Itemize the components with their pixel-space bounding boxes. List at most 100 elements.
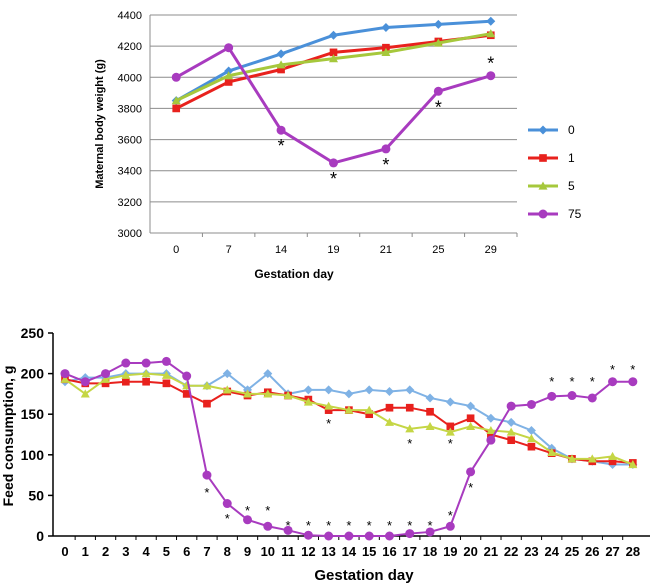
chart2-significance-star: * (407, 518, 412, 533)
chart2-point-5 (60, 374, 70, 383)
chart2-point-5 (161, 370, 171, 379)
chart2-point-5 (263, 389, 273, 398)
chart2-point-1 (101, 379, 110, 388)
chart2-x-tick-label: 28 (626, 544, 640, 559)
chart2-point-75 (526, 399, 536, 409)
chart2-significance-star: * (407, 436, 412, 451)
chart1-series-1 (172, 31, 495, 113)
chart2-point-1 (203, 399, 211, 408)
chart2-point-0 (425, 393, 435, 403)
chart1-legend-label: 5 (568, 179, 575, 193)
chart1-y-tick-label: 3800 (118, 103, 142, 115)
chart1-legend-marker (538, 181, 548, 190)
chart1-point-5 (224, 71, 234, 80)
chart2-point-0 (263, 369, 273, 379)
chart1-y-tick-label: 3200 (118, 197, 142, 209)
chart1-axes (149, 15, 518, 237)
chart2-x-tick-labels: 0 1 2 3 4 5 6 7 8 9 10 11 12 13 14 15 16 17 18 19 20 21 22 23 24… (61, 544, 640, 559)
chart2-point-5 (283, 391, 293, 400)
chart2-point-75 (384, 531, 394, 541)
chart2-point-5 (466, 421, 476, 430)
chart2-y-tick-label: 200 (21, 366, 45, 382)
chart1-x-tick-label: 14 (275, 244, 287, 256)
chart1-point-1 (224, 78, 233, 86)
chart2-point-75 (263, 521, 273, 531)
chart1-annotations: * * * * * (278, 54, 495, 189)
chart1-point-0 (486, 16, 496, 26)
chart1-point-5 (329, 54, 338, 63)
chart2-point-5 (303, 397, 313, 406)
chart2-y-tick-label: 250 (21, 325, 45, 341)
chart2-significance-star: * (387, 518, 392, 533)
chart2-point-75 (466, 467, 476, 477)
chart2-y-tick-label: 150 (21, 406, 45, 422)
chart2-x-tick-label: 8 (224, 544, 231, 559)
chart2-point-0 (526, 425, 536, 435)
chart2-point-5 (547, 447, 557, 456)
chart2-point-75 (324, 531, 334, 541)
chart2-point-5 (628, 460, 638, 469)
chart2-point-5 (567, 454, 577, 463)
chart2-point-75 (628, 377, 638, 387)
chart2-point-1 (142, 377, 150, 386)
chart1-y-tick-label: 3400 (118, 166, 142, 178)
chart1-x-tick-label: 0 (173, 244, 179, 256)
chart2-significance-star: * (468, 480, 473, 495)
chart1-y-tick-label: 4200 (118, 41, 142, 53)
chart2-point-5 (405, 424, 415, 433)
chart1-point-1 (382, 43, 390, 52)
chart2-point-5 (608, 451, 618, 461)
chart1-y-tick-label: 4400 (118, 10, 142, 22)
chart2-point-1 (487, 430, 495, 439)
chart2-y-tick-label: 0 (36, 528, 44, 544)
chart2-point-1 (324, 406, 333, 414)
chart1-line-75 (175, 45, 492, 165)
chart2-x-tick-label: 26 (585, 544, 599, 559)
chart2-point-75 (303, 530, 313, 540)
chart1-series (171, 16, 496, 168)
chart2-y-tick-labels: 0 50 100 150 200 250 (21, 325, 45, 544)
chart1-y-tick-label: 4000 (118, 72, 142, 84)
chart1-point-0 (433, 19, 443, 29)
chart1-legend-marker (538, 209, 548, 219)
chart2-x-tick-label: 14 (342, 544, 357, 559)
chart2-point-5 (80, 389, 90, 398)
chart1-legend-label: 0 (568, 123, 575, 137)
chart1-point-75 (381, 144, 391, 154)
chart2-x-tick-label: 13 (321, 544, 335, 559)
chart1-significance-star: * (382, 155, 389, 175)
chart1-legend-marker (538, 125, 548, 135)
chart2-x-tick-label: 19 (443, 544, 457, 559)
chart2-point-75 (80, 377, 90, 387)
chart2-point-5 (141, 369, 151, 378)
chart2-significance-star: * (204, 485, 209, 500)
chart2-x-tick-label: 23 (524, 544, 538, 559)
chart2-x-tick-label: 11 (281, 544, 295, 559)
chart1-x-tick-label: 7 (226, 244, 232, 256)
chart1-point-75 (329, 158, 338, 168)
chart1-significance-star: * (487, 54, 494, 74)
chart1-y-tick-labels: 3000 3200 3400 3600 3800 4000 4200 4400 (118, 10, 142, 240)
chart2-point-75 (587, 393, 597, 403)
chart2-point-75 (182, 371, 192, 381)
chart2-point-5 (344, 405, 354, 414)
chart2-significance-star: * (326, 518, 331, 533)
chart2-point-1 (466, 414, 475, 423)
chart1-x-axis-title: Gestation day (254, 267, 334, 281)
chart2-x-tick-label: 9 (244, 544, 251, 559)
chart2-point-75 (101, 369, 111, 379)
chart2-point-75 (141, 358, 151, 368)
chart2-point-1 (426, 407, 434, 416)
chart1-point-5 (276, 60, 286, 69)
chart1-x-tick-label: 25 (432, 244, 444, 256)
chart1-x-tick-label: 19 (327, 244, 339, 256)
chart2-point-0 (303, 385, 313, 395)
chart2-point-1 (365, 410, 374, 419)
chart2-annotations: * * * * * * * * * * * * * * * * * * * * * * (204, 362, 635, 533)
chart2-significance-star: * (265, 503, 270, 518)
chart2-significance-star: * (448, 436, 453, 451)
chart2-x-tick-label: 24 (544, 544, 559, 559)
chart2-x-tick-label: 27 (605, 544, 619, 559)
chart1-y-axis-title: Maternal body weight (g) (94, 59, 106, 189)
chart2-significance-star: * (326, 416, 331, 431)
